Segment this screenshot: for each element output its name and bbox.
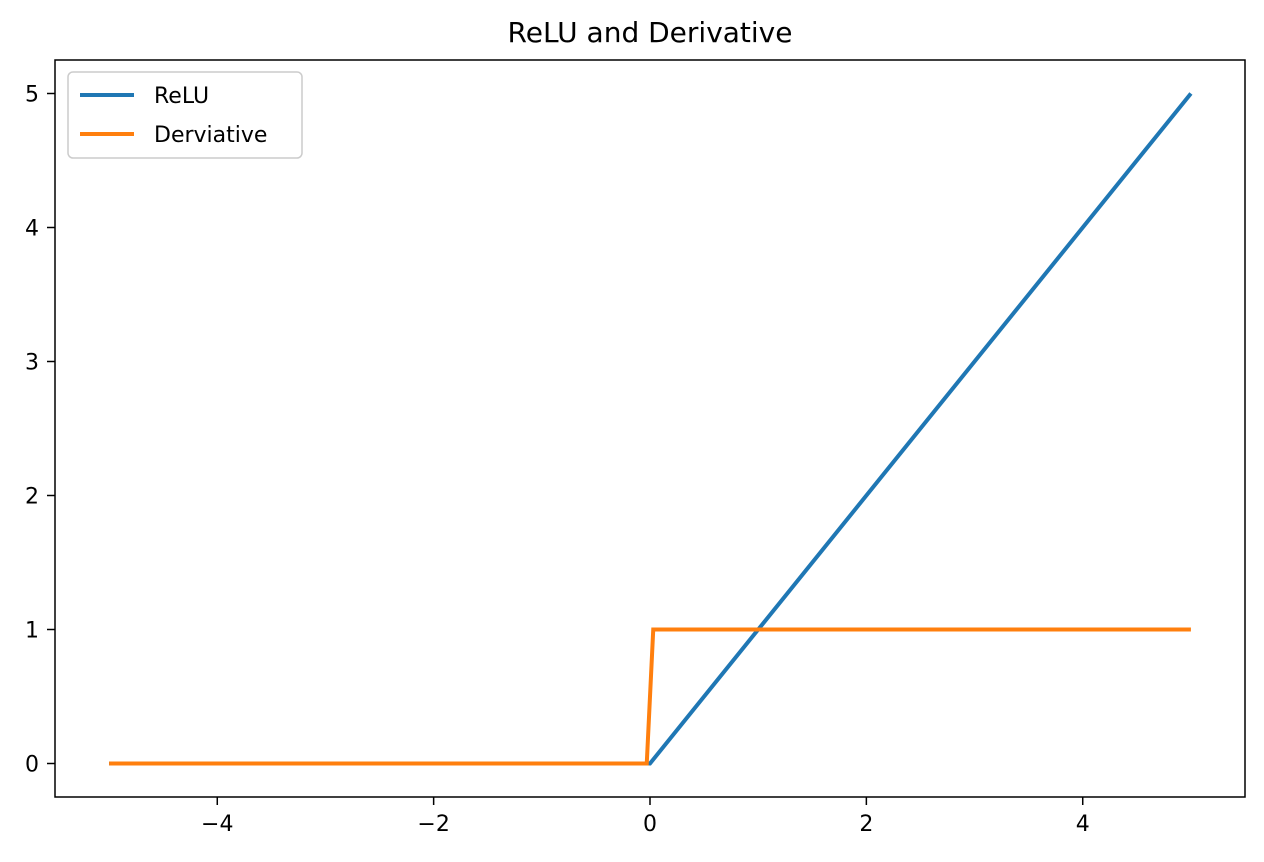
series-line-derviative xyxy=(109,627,1191,766)
legend: ReLU Derviative xyxy=(67,71,303,159)
y-tick-label: 0 xyxy=(25,753,39,778)
x-tick-label: −2 xyxy=(417,812,449,837)
x-tick-label: 0 xyxy=(643,812,657,837)
y-tick-label: 4 xyxy=(25,217,39,242)
series-lines xyxy=(109,92,1193,766)
legend-label: Derviative xyxy=(154,123,267,148)
y-tick-label: 1 xyxy=(25,619,39,644)
x-axis: −4 −2 0 2 4 xyxy=(201,797,1090,837)
x-tick-label: 2 xyxy=(859,812,873,837)
y-tick-label: 3 xyxy=(25,351,39,376)
chart-title: ReLU and Derivative xyxy=(508,16,793,49)
y-axis: 0 1 2 3 4 5 xyxy=(25,83,55,778)
legend-label: ReLU xyxy=(154,84,209,109)
x-tick-label: 4 xyxy=(1076,812,1090,837)
y-tick-label: 5 xyxy=(25,83,39,108)
y-tick-label: 2 xyxy=(25,485,39,510)
x-tick-label: −4 xyxy=(201,812,233,837)
